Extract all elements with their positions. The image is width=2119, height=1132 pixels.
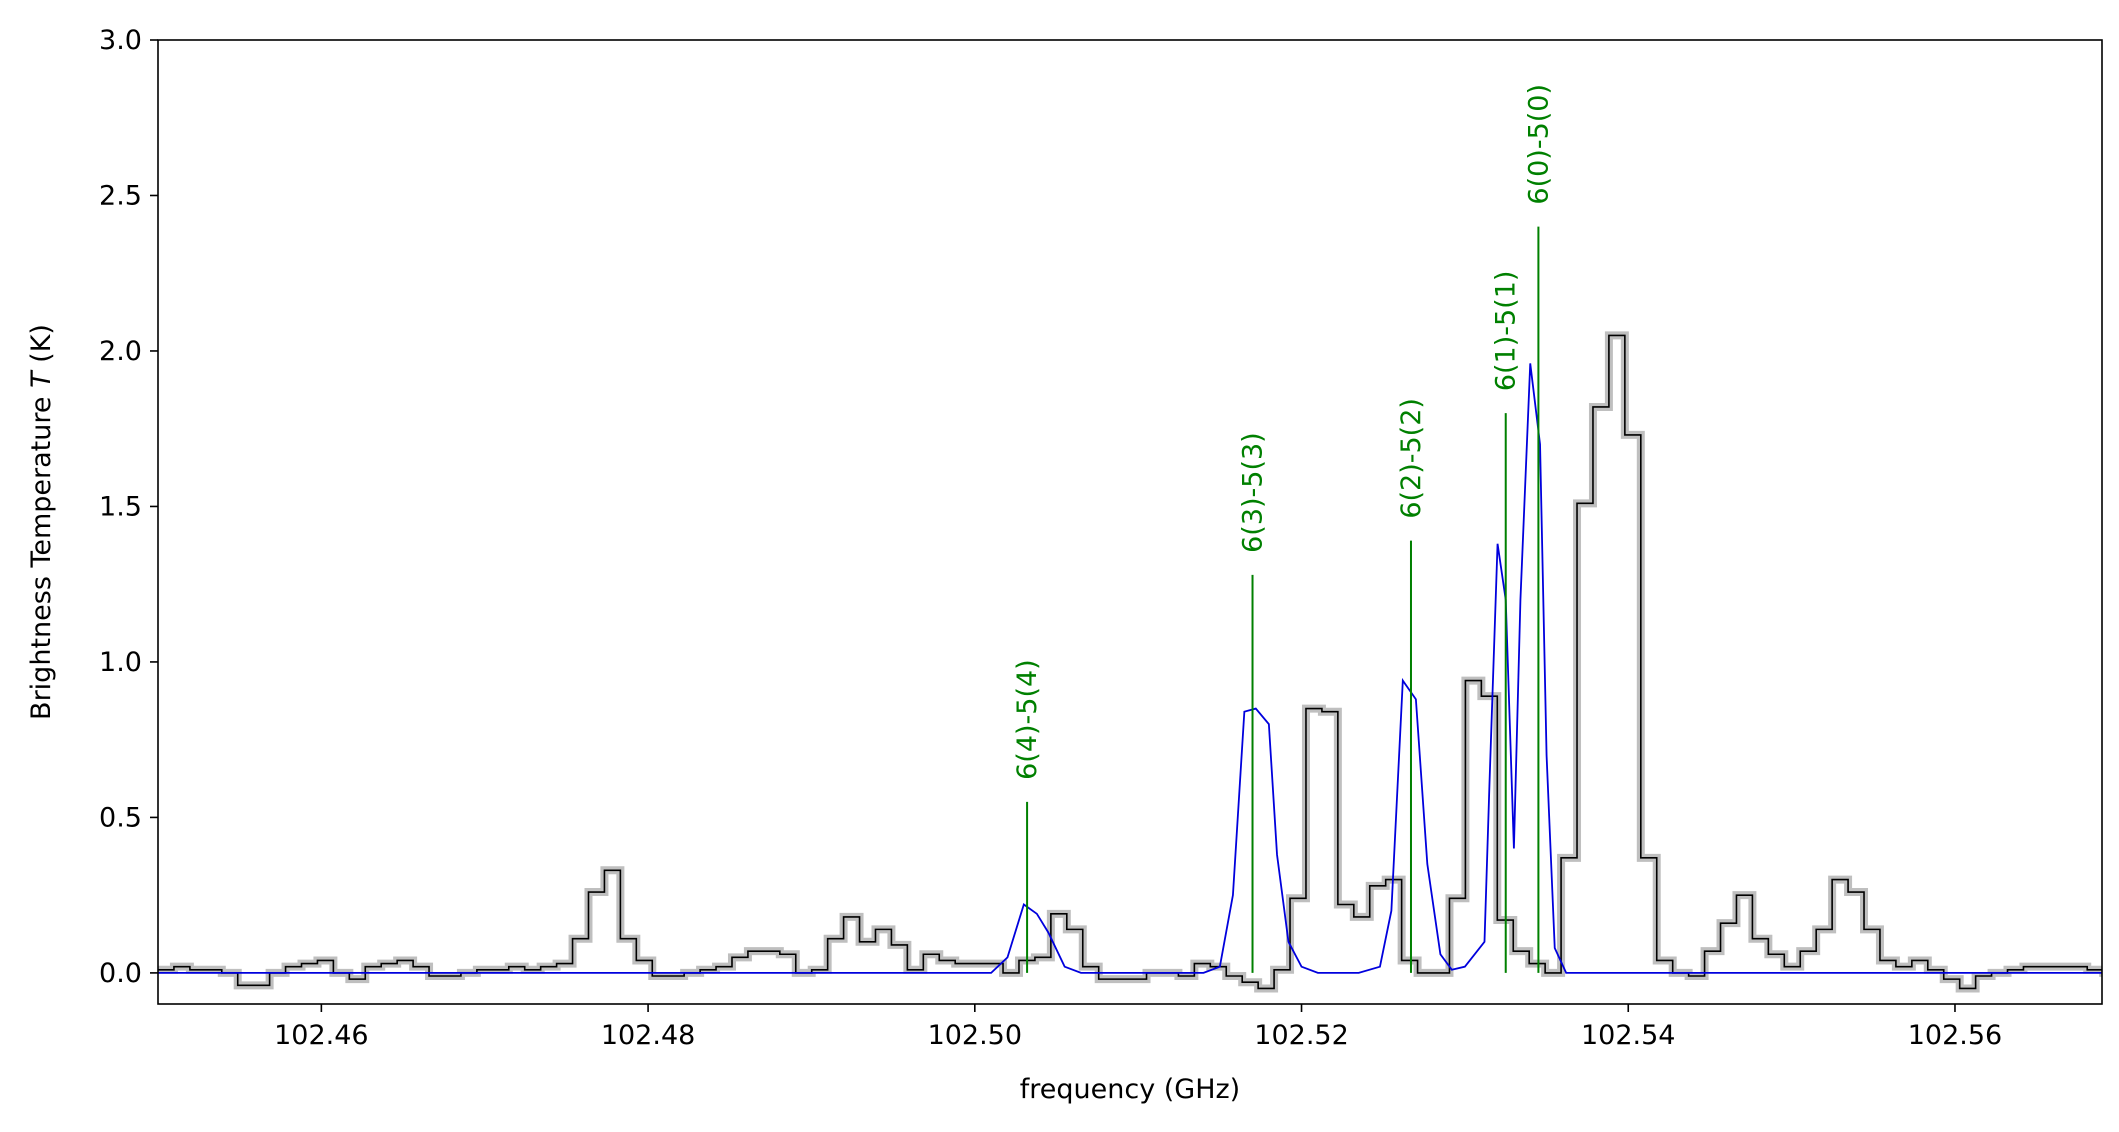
y-axis-label-prefix: Brightness Temperature: [26, 388, 57, 720]
x-tick-label: 102.52: [1254, 1020, 1348, 1051]
y-axis-label-suffix: (K): [26, 324, 57, 371]
spectrum-layer: [158, 331, 2102, 993]
y-tick-label: 0.0: [99, 958, 142, 989]
y-tick-label: 1.5: [99, 491, 142, 522]
transition-label: 6(2)-5(2): [1396, 398, 1427, 519]
spectrum-error-band: [158, 331, 2102, 993]
y-axis-label-variable: T: [26, 369, 57, 388]
y-tick-label: 1.0: [99, 647, 142, 678]
x-axis-label: frequency (GHz): [1020, 1074, 1240, 1105]
line-marker-layer: 6(4)-5(4) 6(3)-5(3) 6(2)-5(2) 6(1)-5(1) 6(0)…: [1012, 84, 1554, 973]
x-tick-label: 102.56: [1908, 1020, 2002, 1051]
y-tick-label: 0.5: [99, 802, 142, 833]
transition-label: 6(3)-5(3): [1238, 432, 1269, 553]
x-axis-ticks: 102.46 102.48 102.50 102.52 102.54 102.56: [274, 1004, 2002, 1051]
x-tick-label: 102.48: [601, 1020, 695, 1051]
y-axis-ticks: 0.0 0.5 1.0 1.5 2.0 2.5 3.0: [99, 25, 158, 989]
plot-frame: [157, 39, 2103, 1005]
y-tick-label: 2.0: [99, 336, 142, 367]
y-tick-label: 3.0: [99, 25, 142, 56]
model-layer: [158, 363, 2102, 974]
transition-label: 6(1)-5(1): [1491, 271, 1522, 392]
x-tick-label: 102.50: [928, 1020, 1022, 1051]
x-tick-label: 102.54: [1581, 1020, 1675, 1051]
y-tick-label: 2.5: [99, 180, 142, 211]
y-axis-label: Brightness Temperature T (K): [26, 324, 57, 720]
model-fit-line: [158, 363, 2102, 974]
spectrum-step-line: [158, 334, 2102, 990]
transition-label: 6(4)-5(4): [1012, 659, 1043, 780]
transition-label: 6(0)-5(0): [1523, 84, 1554, 205]
x-tick-label: 102.46: [274, 1020, 368, 1051]
